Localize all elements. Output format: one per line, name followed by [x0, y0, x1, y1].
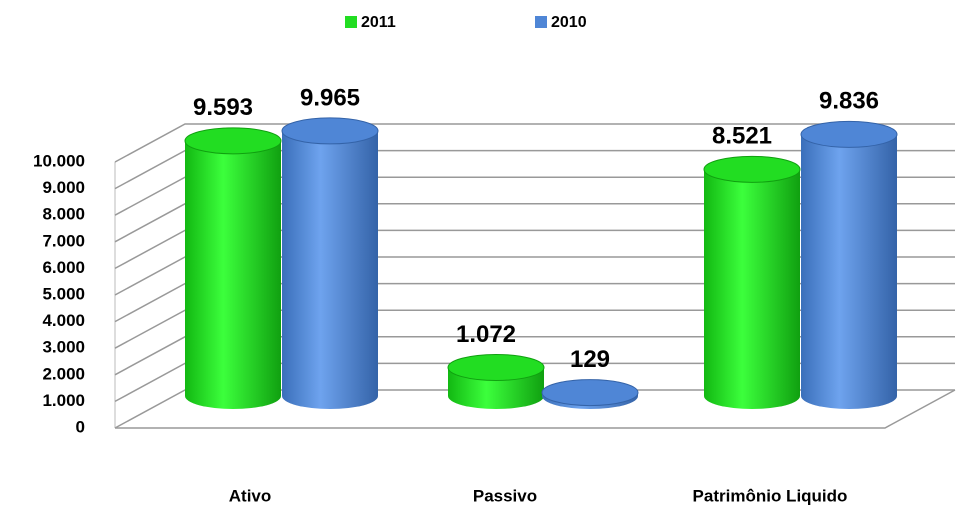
y-tick-label: 4.000: [42, 311, 85, 330]
value-label: 9.836: [819, 88, 879, 115]
y-tick-label: 8.000: [42, 205, 85, 224]
y-tick-label: 9.000: [42, 178, 85, 197]
y-tick-label: 2.000: [42, 364, 85, 383]
grid-line: [114, 123, 955, 163]
y-tick-label: 6.000: [42, 258, 85, 277]
bar: [541, 379, 639, 409]
x-tick-label: Passivo: [473, 486, 537, 505]
x-tick-label: Ativo: [229, 486, 272, 505]
value-label: 1.072: [456, 321, 516, 348]
bar: [184, 127, 282, 409]
value-label: 9.965: [300, 84, 360, 111]
bar-body: [704, 169, 800, 409]
value-label: 8.521: [712, 123, 772, 150]
legend-swatch: [345, 16, 357, 28]
bar-body: [185, 140, 281, 409]
y-tick-label: 10.000: [33, 151, 85, 170]
y-tick-label: 0: [76, 417, 85, 436]
legend-label: 2010: [551, 14, 587, 31]
bar: [800, 120, 898, 409]
legend-label: 2011: [361, 14, 396, 31]
x-tick-label: Patrimônio Liquido: [693, 486, 848, 505]
y-tick-label: 3.000: [42, 338, 85, 357]
value-label: 129: [570, 346, 610, 373]
bar: [281, 117, 379, 409]
y-tick-label: 5.000: [42, 284, 85, 303]
bar-top: [703, 155, 801, 183]
bar: [447, 353, 545, 409]
bar-top: [447, 353, 545, 381]
bar-body: [282, 130, 378, 409]
bar-top: [281, 117, 379, 145]
legend-swatch: [535, 16, 547, 28]
y-tick-label: 1.000: [42, 391, 85, 410]
value-label: 9.593: [193, 94, 253, 121]
bar-body: [801, 134, 897, 409]
bar-top: [184, 127, 282, 155]
bar: [703, 155, 801, 409]
y-tick-label: 7.000: [42, 231, 85, 250]
floor: [115, 389, 956, 429]
bar-top: [541, 379, 639, 407]
bar-top: [800, 120, 898, 148]
